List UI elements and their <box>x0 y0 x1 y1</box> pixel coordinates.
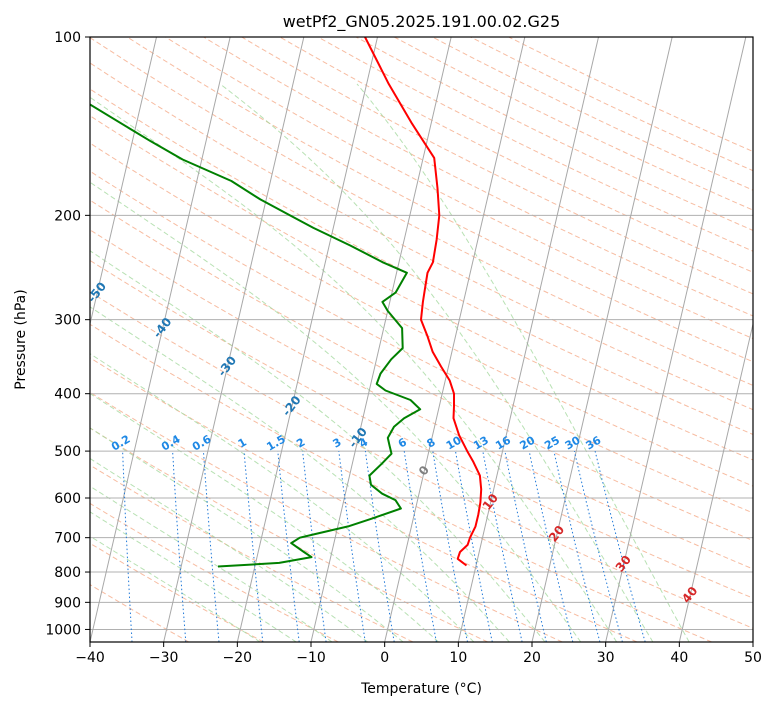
moist-adiabat <box>90 96 618 642</box>
mixing-ratio-line <box>594 450 646 642</box>
dry-adiabat <box>470 37 753 172</box>
dry-adiabat <box>317 37 753 252</box>
axes: −40 −30 −20 −10 0 10 20 30 40 50 100 200 300 400 500 60… <box>45 30 762 666</box>
moist-adiabat <box>90 353 475 642</box>
temperature-profile <box>364 37 483 567</box>
isotherm-gridline <box>531 37 673 642</box>
isotherm-gridline <box>90 37 231 642</box>
isotherm-gridline <box>163 37 305 642</box>
moist-adiabat <box>90 427 404 642</box>
dry-adiabat <box>90 37 753 386</box>
moist-adiabat <box>90 485 333 642</box>
moist-adiabat <box>356 83 690 642</box>
moist-adiabat <box>219 83 654 642</box>
x-tick-label: 0 <box>380 650 389 666</box>
isotherm-gridline <box>384 37 526 642</box>
chart-title: wetPf2_GN05.2025.191.00.02.G25 <box>283 12 561 32</box>
x-tick-label: −20 <box>223 650 253 666</box>
y-tick-label: 900 <box>54 595 81 611</box>
x-tick-label: 40 <box>670 650 688 666</box>
y-tick-label: 700 <box>54 531 81 547</box>
y-tick-label: 300 <box>54 313 81 329</box>
dry-adiabat <box>90 88 753 435</box>
mixing-ratio-line <box>504 451 547 642</box>
y-tick-label: 600 <box>54 491 81 507</box>
mixing-ratio-line <box>573 450 623 642</box>
mixing-ratio-line <box>277 451 300 642</box>
moist-adiabat <box>90 511 297 642</box>
plot-frame <box>89 36 754 643</box>
y-tick-label: 200 <box>54 208 81 224</box>
dry-adiabat <box>165 37 753 340</box>
dry-adiabat <box>90 62 753 411</box>
dry-adiabat <box>90 502 339 642</box>
mixing-ratio-line <box>302 451 327 642</box>
dry-adiabat <box>126 37 753 363</box>
mixing-ratio-line <box>482 451 523 642</box>
mixing-ratio-line <box>528 451 574 642</box>
moist-adiabat <box>90 181 582 642</box>
dry-adiabat <box>508 37 753 153</box>
y-tick-label: 400 <box>54 387 81 403</box>
dry-adiabat <box>90 427 488 642</box>
moist-adiabat <box>90 250 546 642</box>
dry-adiabat <box>90 199 753 542</box>
x-tick-label: −40 <box>75 650 105 666</box>
isotherm-gridline <box>310 37 452 642</box>
x-tick-label: 10 <box>449 650 467 666</box>
mixing-ratio-line <box>338 451 366 642</box>
y-tick-label: 500 <box>54 444 81 460</box>
y-tick-label: 1000 <box>45 622 81 638</box>
dry-adiabat <box>432 37 753 191</box>
x-tick-label: 30 <box>597 650 615 666</box>
isotherm-gridline <box>605 37 747 642</box>
x-tick-label: −10 <box>296 650 326 666</box>
dry-adiabat <box>90 291 753 629</box>
y-axis-label: Pressure (hPa) <box>13 289 29 389</box>
mixing-ratio-line <box>553 450 601 642</box>
x-tick-label: 50 <box>744 650 762 666</box>
dry-adiabat <box>241 37 753 295</box>
dry-adiabat <box>279 37 753 273</box>
isotherm-gridline <box>90 37 157 327</box>
dry-adiabat <box>90 229 753 570</box>
x-tick-label: 20 <box>523 650 541 666</box>
x-tick-label: −30 <box>149 650 179 666</box>
mixing-ratio-line <box>455 451 493 642</box>
mixing-ratio-line <box>432 451 468 642</box>
isotherm-gridline <box>678 321 753 642</box>
dry-adiabat <box>90 259 753 599</box>
isotherm-gridline <box>457 37 599 642</box>
y-tick-label: 800 <box>54 565 81 581</box>
dewpoint-profile <box>90 103 422 568</box>
mixing-ratio-line <box>403 451 437 642</box>
dry-adiabat <box>90 142 753 487</box>
x-axis-label: Temperature (°C) <box>360 681 482 697</box>
isotherm-gridline <box>236 37 378 642</box>
y-tick-label: 100 <box>54 30 81 46</box>
